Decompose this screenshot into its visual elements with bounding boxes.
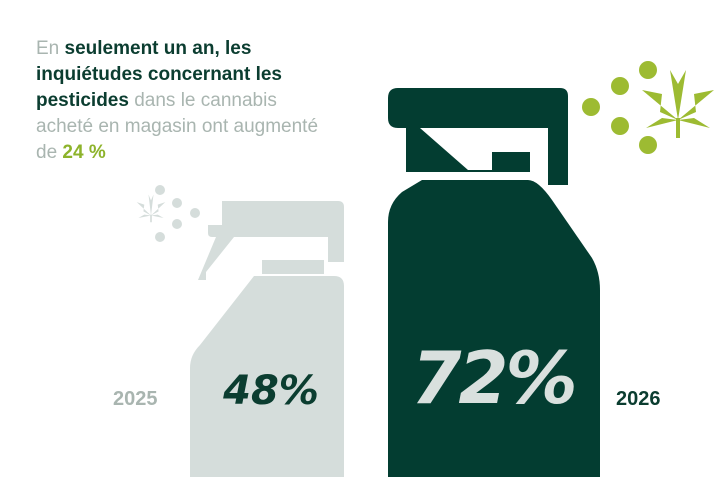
bar-2026-trigger [388,88,568,185]
data-label-2026: 72% [411,336,574,420]
data-label-2025: 48% [222,368,319,414]
bottle-2026 [388,61,714,477]
headline-change-value: 24 % [62,142,106,163]
spray-droplets-icon [582,61,657,154]
spray-bottle-icon [388,88,600,477]
bar-2025-trigger [198,201,344,280]
cannabis-leaf-icon [642,70,714,138]
spray-bottle-icon [190,201,344,477]
x-tick-label-2026: 2026 [616,388,661,410]
x-tick-label-2025: 2025 [113,388,158,410]
headline: En seulement un an, les inquiétudes conc… [36,36,336,166]
headline-intro: En [36,38,65,59]
bar-2025-collar [262,260,324,274]
headline-emphasis: seulement un an, les inquiétudes concern… [36,38,282,111]
bottle-2025 [136,185,344,477]
bar-2026 [388,180,600,477]
cannabis-leaf-icon [136,194,166,223]
headline-body: dans le cannabis acheté en magasin ont a… [36,90,319,163]
spray-droplets-icon [155,185,200,242]
bar-2025 [190,276,344,477]
